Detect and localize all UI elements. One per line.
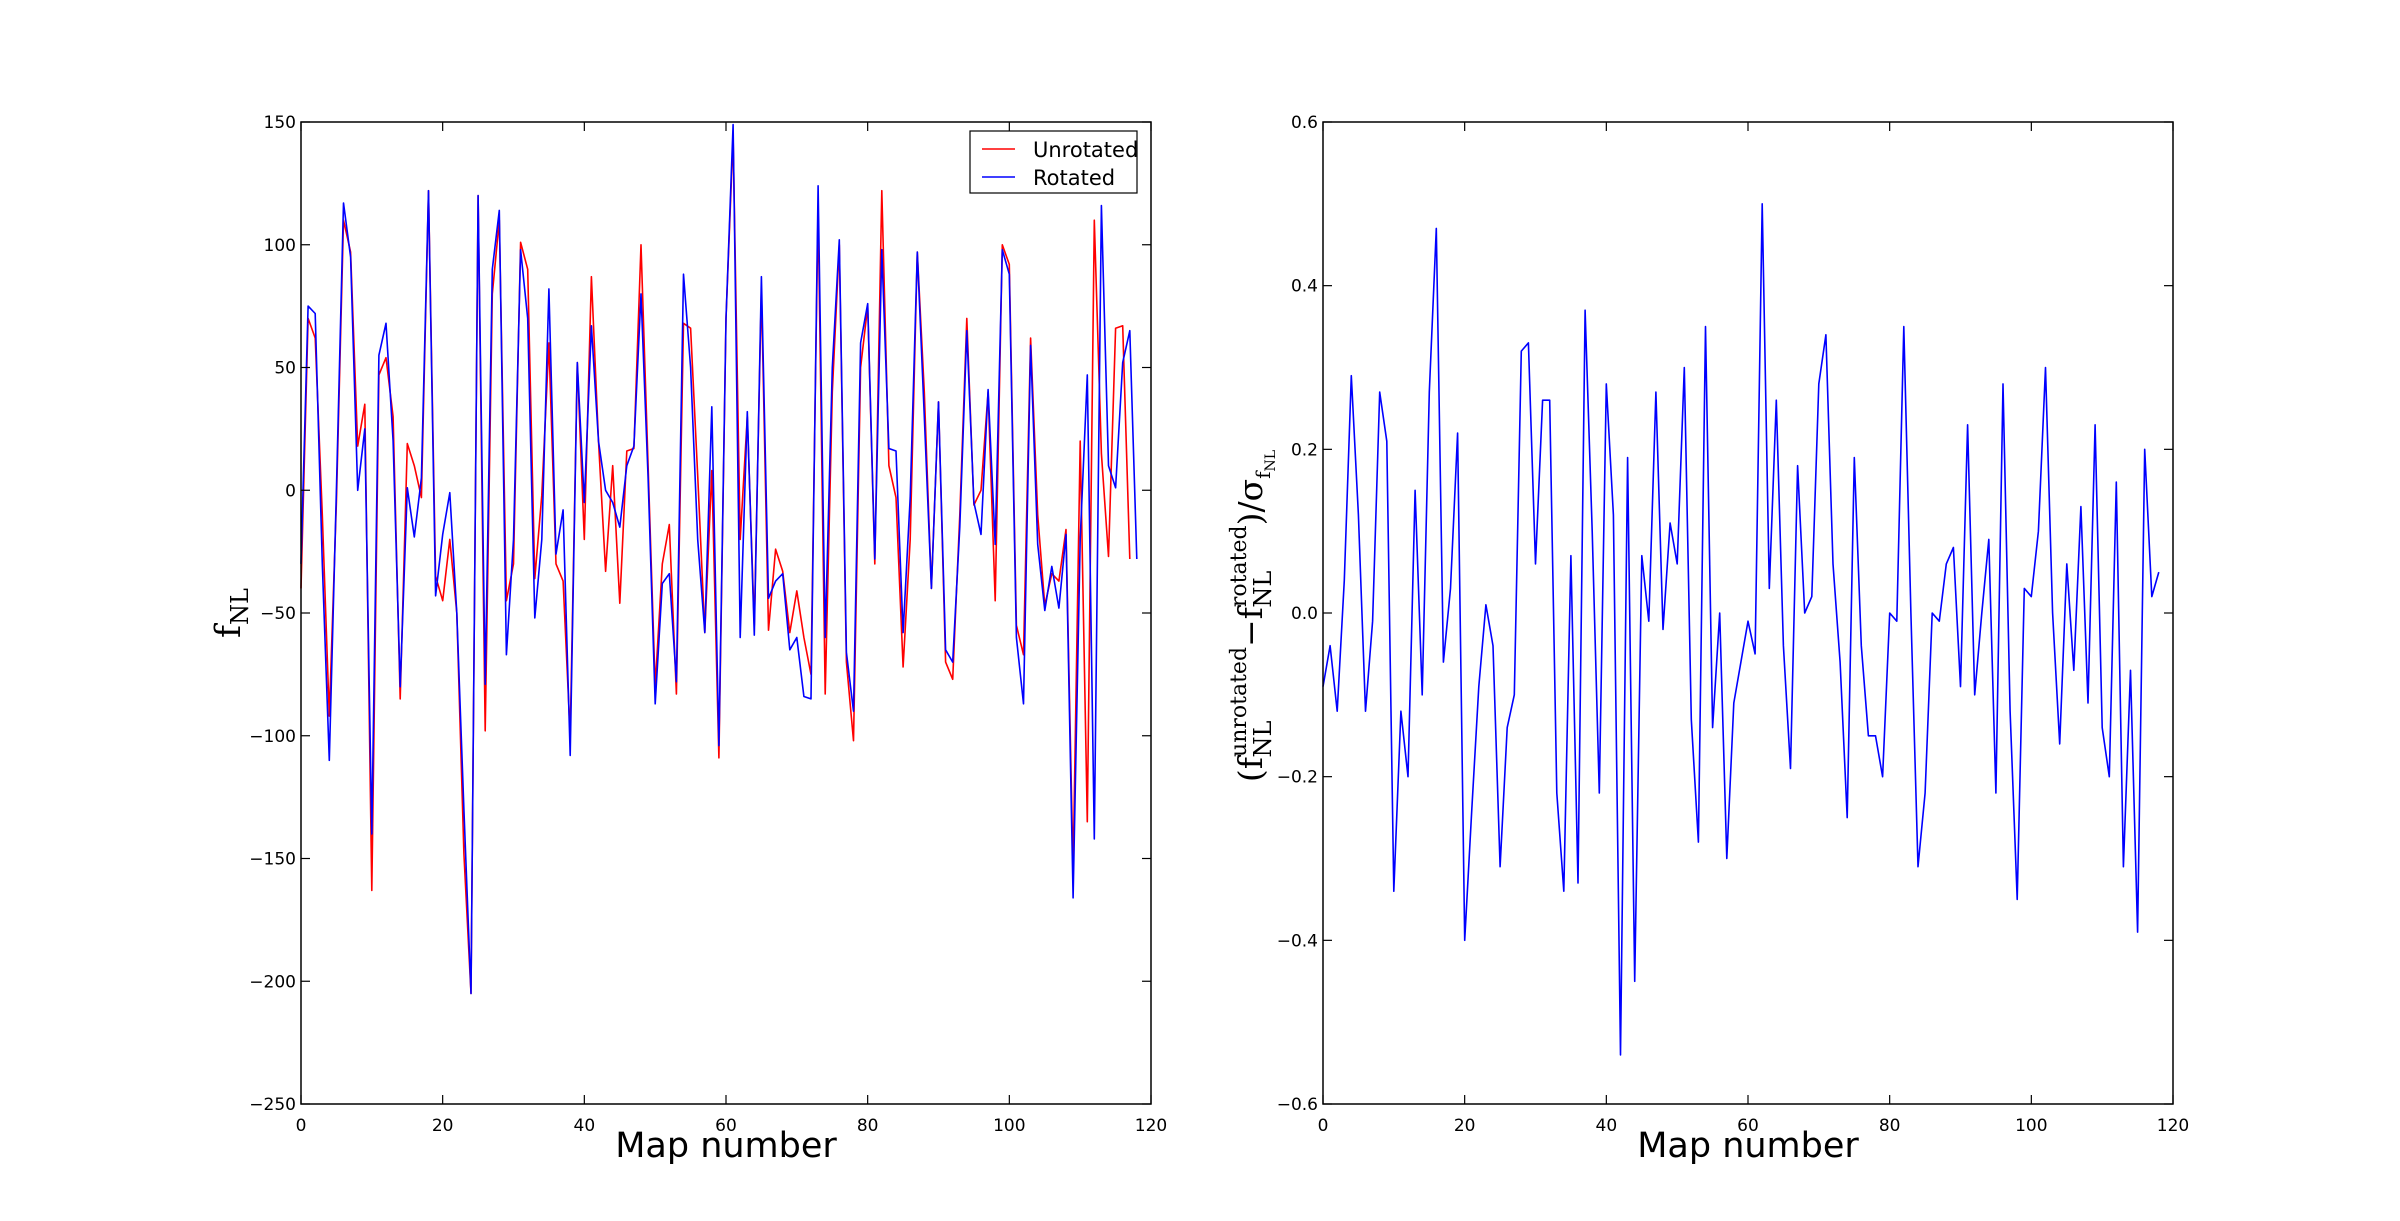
y-label-open-paren: ( xyxy=(1231,769,1270,782)
x-tick-label: 100 xyxy=(993,1116,1025,1136)
y-tick-label: −0.2 xyxy=(1277,768,1318,788)
y-tick-label: −0.6 xyxy=(1277,1095,1318,1115)
legend-label-rotated: Rotated xyxy=(1033,166,1115,190)
y-tick-label: −200 xyxy=(249,972,296,992)
chart-difference: 0 20 40 60 80 100 1200.60.40.20.0−0.2−0.4−0.6 … xyxy=(1227,113,2189,1166)
x-tick-label: 60 xyxy=(1737,1116,1759,1136)
chart-fnl: 0 20 40 60 80 100 120 150 100 50 0 −50 −100 −150 −200 −… xyxy=(209,113,1167,1166)
y-axis-label-main: f xyxy=(209,622,249,638)
y-tick-label: 0.6 xyxy=(1291,113,1318,133)
legend-label-unrotated: Unrotated xyxy=(1033,138,1138,162)
y-label-f1: f xyxy=(1231,754,1270,769)
series-line-rotated xyxy=(300,123,1138,995)
y-label-sigma-sub-f: f xyxy=(1251,470,1275,479)
y-label-sub-nl-unrotated: NL xyxy=(1249,720,1277,757)
x-tick-label: 0 xyxy=(296,1116,307,1136)
y-tick-label: 0 xyxy=(285,481,296,501)
series-group xyxy=(300,123,1138,995)
y-tick-label: −150 xyxy=(249,850,296,870)
y-tick-label: 0.4 xyxy=(1291,277,1318,297)
x-axis-label: Map number xyxy=(615,1126,837,1166)
y-label-sup-rotated: rotated xyxy=(1227,525,1252,607)
x-tick-label: 20 xyxy=(432,1116,454,1136)
x-tick-label: 80 xyxy=(1879,1116,1901,1136)
y-axis-label-sub: NL xyxy=(226,588,254,625)
y-axis-label: fNL xyxy=(209,588,254,638)
y-tick-label: −50 xyxy=(260,604,296,624)
x-tick-label: 80 xyxy=(857,1116,879,1136)
y-label-sigma: σ xyxy=(1231,479,1270,502)
x-tick-label: 100 xyxy=(2015,1116,2047,1136)
x-tick-label: 60 xyxy=(715,1116,737,1136)
tick-group: 0 20 40 60 80 100 120 0.6 0.4 0.2 0.0 −0.2 −0.4 −0.6 xyxy=(1277,113,2190,1136)
legend: Unrotated Rotated xyxy=(969,130,1138,194)
series-group xyxy=(1322,203,2160,1056)
x-tick-label: 20 xyxy=(1454,1116,1476,1136)
series-line-difference xyxy=(1322,203,2160,1056)
x-tick-label: 0 xyxy=(1318,1116,1329,1136)
y-label-f2: f xyxy=(1231,604,1270,619)
y-tick-label: −250 xyxy=(249,1095,296,1115)
y-tick-label: 0.0 xyxy=(1291,604,1318,624)
y-label-sup-unrotated: unrotated xyxy=(1227,647,1252,757)
y-label-minus: − xyxy=(1231,619,1270,647)
y-tick-label: 50 xyxy=(274,359,296,379)
axes-frame xyxy=(1322,121,2174,1105)
y-label-sub-nl-rotated: NL xyxy=(1249,571,1277,608)
y-tick-label: −100 xyxy=(249,727,296,747)
y-tick-label: 0.2 xyxy=(1291,440,1318,460)
y-tick-label: 150 xyxy=(264,113,296,133)
tick-group: 0 20 40 60 80 100 120 150 100 50 0 −50 −100 −150 −200 −… xyxy=(249,113,1167,1136)
y-label-close-div: )/ xyxy=(1231,501,1270,526)
x-tick-label: 40 xyxy=(1596,1116,1618,1136)
x-tick-label: 120 xyxy=(2157,1116,2189,1136)
legend-box xyxy=(969,130,1138,194)
y-axis-label: (funrotated−frotated)/σfNL xyxy=(1227,450,1279,782)
x-axis-label: Map number xyxy=(1637,1126,1859,1166)
x-tick-label: 40 xyxy=(574,1116,596,1136)
y-tick-label: −0.4 xyxy=(1277,931,1318,951)
axes-frame xyxy=(300,121,1152,1105)
y-tick-label: 100 xyxy=(264,236,296,256)
x-tick-label: 120 xyxy=(1135,1116,1167,1136)
y-label-sigma-sub-nl: NL xyxy=(1263,450,1279,472)
